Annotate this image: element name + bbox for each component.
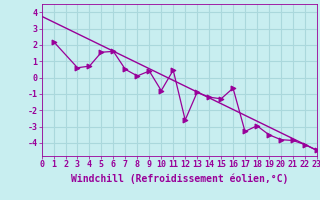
- X-axis label: Windchill (Refroidissement éolien,°C): Windchill (Refroidissement éolien,°C): [70, 173, 288, 184]
